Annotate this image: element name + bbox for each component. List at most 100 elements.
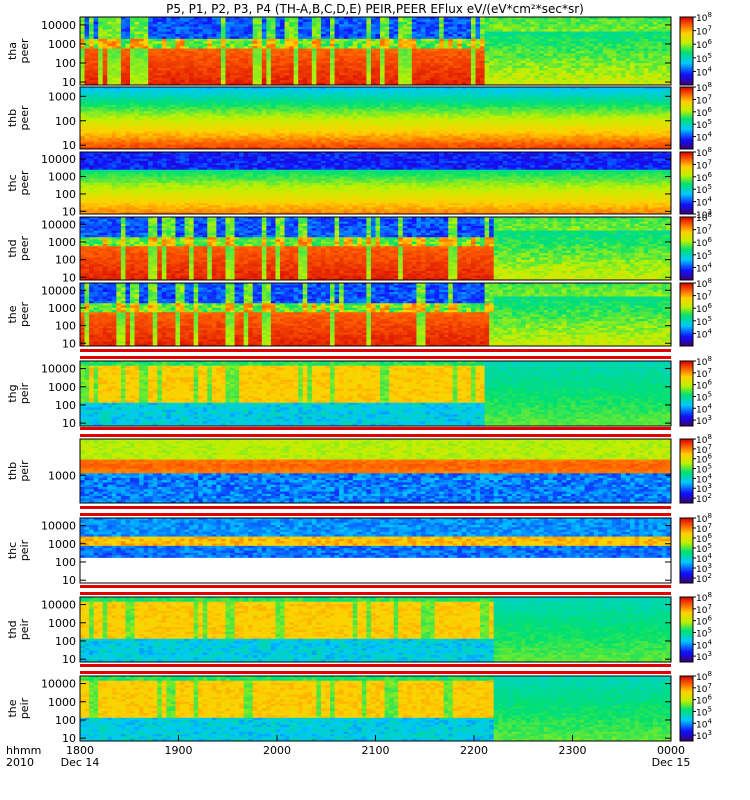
- heatmap-cell: [621, 66, 626, 69]
- heatmap-cell: [616, 29, 621, 32]
- heatmap-cell: [225, 66, 230, 69]
- heatmap-cell: [330, 19, 335, 22]
- heatmap-cell: [421, 68, 426, 71]
- heatmap-cell: [89, 49, 94, 52]
- heatmap-cell: [307, 53, 312, 56]
- heatmap-cell: [239, 66, 244, 69]
- heatmap-cell: [212, 46, 217, 49]
- heatmap-cell: [398, 80, 403, 83]
- heatmap-cell: [548, 61, 553, 64]
- heatmap-cell: [430, 29, 435, 32]
- heatmap-cell: [639, 53, 644, 56]
- heatmap-cell: [285, 51, 290, 54]
- heatmap-cell: [403, 78, 408, 81]
- heatmap-cell: [544, 78, 549, 81]
- heatmap-cell: [421, 36, 426, 39]
- heatmap-cell: [589, 24, 594, 27]
- heatmap-cell: [262, 27, 267, 30]
- heatmap-cell: [203, 49, 208, 52]
- heatmap-cell: [257, 66, 262, 69]
- heatmap-cell: [457, 75, 462, 78]
- heatmap-cell: [312, 75, 317, 78]
- heatmap-cell: [398, 63, 403, 66]
- heatmap-cell: [416, 51, 421, 54]
- heatmap-cell: [289, 22, 294, 25]
- heatmap-cell: [221, 53, 226, 56]
- heatmap-cell: [485, 29, 490, 32]
- heatmap-cell: [548, 53, 553, 56]
- heatmap-cell: [339, 22, 344, 25]
- heatmap-cell: [157, 78, 162, 81]
- heatmap-cell: [180, 66, 185, 69]
- heatmap-cell: [157, 68, 162, 71]
- heatmap-cell: [589, 78, 594, 81]
- heatmap-cell: [612, 68, 617, 71]
- heatmap-cell: [589, 46, 594, 49]
- heatmap-cell: [235, 80, 240, 83]
- heatmap-cell: [144, 51, 149, 54]
- heatmap-cell: [444, 56, 449, 59]
- heatmap-cell: [512, 63, 517, 66]
- heatmap-cell: [162, 53, 167, 56]
- heatmap-cell: [344, 70, 349, 73]
- heatmap-cell: [398, 51, 403, 54]
- heatmap-cell: [89, 140, 94, 143]
- heatmap-cell: [271, 75, 276, 78]
- heatmap-cell: [403, 70, 408, 73]
- heatmap-cell: [498, 66, 503, 69]
- heatmap-cell: [221, 27, 226, 30]
- heatmap-cell: [380, 27, 385, 30]
- heatmap-cell: [207, 19, 212, 22]
- heatmap-cell: [257, 51, 262, 54]
- heatmap-cell: [271, 27, 276, 30]
- heatmap-cell: [553, 46, 558, 49]
- heatmap-cell: [130, 39, 135, 42]
- heatmap-cell: [135, 22, 140, 25]
- heatmap-cell: [603, 56, 608, 59]
- heatmap-cell: [239, 56, 244, 59]
- heatmap-cell: [230, 53, 235, 56]
- heatmap-cell: [385, 80, 390, 83]
- heatmap-cell: [476, 19, 481, 22]
- heatmap-cell: [548, 73, 553, 76]
- heatmap-cell: [171, 46, 176, 49]
- heatmap-cell: [89, 19, 94, 22]
- heatmap-cell: [235, 63, 240, 66]
- heatmap-cell: [621, 27, 626, 30]
- heatmap-cell: [571, 44, 576, 47]
- heatmap-cell: [403, 44, 408, 47]
- heatmap-cell: [130, 44, 135, 47]
- heatmap-cell: [112, 22, 117, 25]
- heatmap-cell: [426, 58, 431, 61]
- heatmap-cell: [589, 73, 594, 76]
- heatmap-cell: [466, 32, 471, 35]
- heatmap-cell: [407, 68, 412, 71]
- heatmap-cell: [353, 80, 358, 83]
- heatmap-cell: [389, 61, 394, 64]
- heatmap-cell: [139, 73, 144, 76]
- heatmap-cell: [162, 68, 167, 71]
- heatmap-cell: [235, 73, 240, 76]
- heatmap-cell: [94, 27, 99, 30]
- heatmap-cell: [580, 70, 585, 73]
- heatmap-cell: [98, 27, 103, 30]
- heatmap-cell: [553, 58, 558, 61]
- heatmap-cell: [121, 32, 126, 35]
- heatmap-cell: [448, 51, 453, 54]
- heatmap-cell: [489, 32, 494, 35]
- heatmap-cell: [594, 66, 599, 69]
- heatmap-cell: [85, 56, 90, 59]
- heatmap-cell: [257, 44, 262, 47]
- heatmap-cell: [180, 63, 185, 66]
- heatmap-cell: [653, 27, 658, 30]
- heatmap-cell: [162, 80, 167, 83]
- heatmap-cell: [398, 68, 403, 71]
- heatmap-cell: [144, 129, 149, 132]
- heatmap-cell: [357, 19, 362, 22]
- heatmap-cell: [321, 29, 326, 32]
- heatmap-cell: [630, 19, 635, 22]
- heatmap-cell: [535, 53, 540, 56]
- heatmap-cell: [503, 75, 508, 78]
- heatmap-cell: [298, 53, 303, 56]
- heatmap-cell: [244, 39, 249, 42]
